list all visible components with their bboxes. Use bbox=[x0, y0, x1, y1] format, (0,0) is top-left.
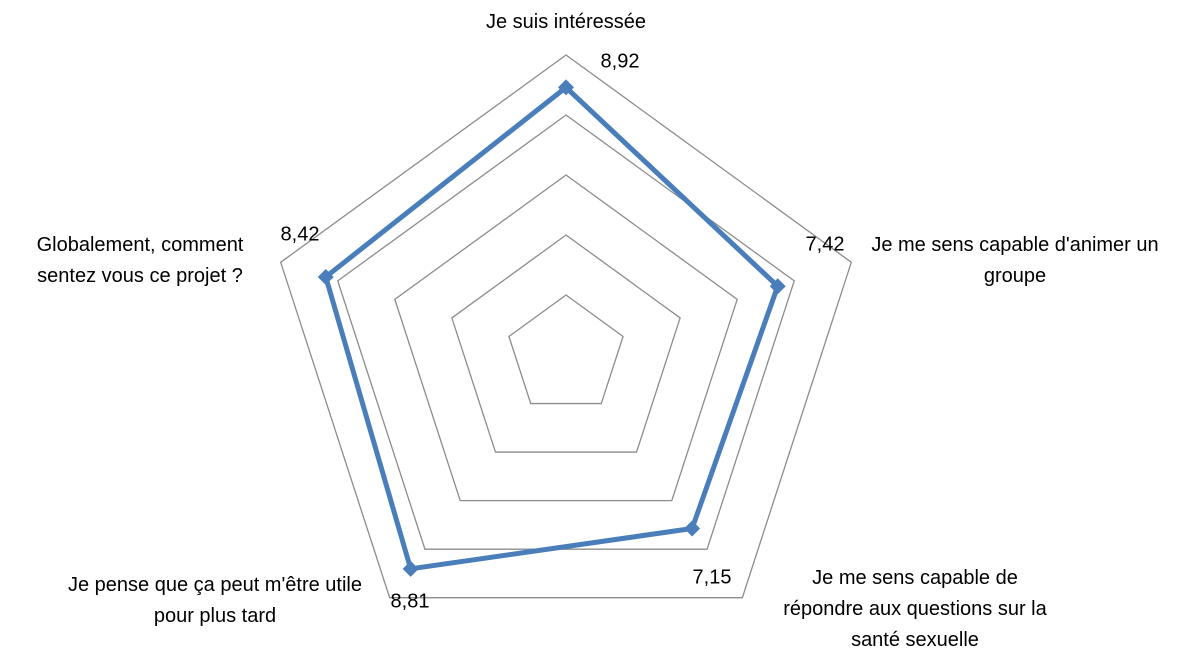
data-label: 7,42 bbox=[805, 233, 845, 256]
marker bbox=[402, 560, 419, 577]
marker bbox=[769, 278, 786, 295]
marker bbox=[684, 520, 701, 537]
series-line bbox=[323, 84, 781, 572]
category-label: Je pense que ça peut m'être utile pour p… bbox=[67, 574, 362, 627]
data-label: 8,81 bbox=[390, 590, 430, 613]
marker bbox=[317, 268, 334, 285]
marker bbox=[558, 79, 574, 96]
data-label: 8,92 bbox=[600, 50, 640, 73]
grid-ring bbox=[508, 294, 624, 405]
category-label: Je suis intéressée bbox=[485, 11, 647, 33]
category-label: Globalement, comment sentez vous ce proj… bbox=[36, 234, 244, 287]
grid-ring bbox=[451, 234, 681, 453]
category-label: Je me sens capable d'animer un groupe bbox=[871, 234, 1159, 287]
grid-ring bbox=[394, 174, 738, 502]
grid-ring bbox=[279, 54, 853, 599]
data-label: 7,15 bbox=[692, 566, 732, 589]
category-label: Je me sens capable de répondre aux quest… bbox=[783, 567, 1047, 648]
grid-ring bbox=[336, 114, 796, 550]
data-label: 8,42 bbox=[280, 223, 320, 246]
